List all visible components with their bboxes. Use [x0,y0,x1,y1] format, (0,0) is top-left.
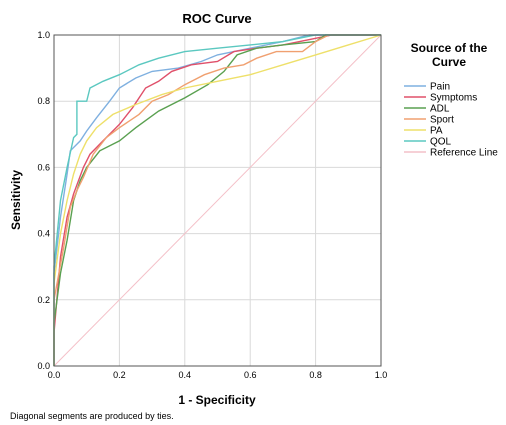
y-tick-label: 0.8 [37,96,50,106]
legend-label-pain: Pain [430,82,450,93]
x-axis-ticks: 0.0 0.2 0.4 0.6 0.8 1.0 [48,370,388,380]
x-tick-label: 0.8 [309,370,322,380]
x-tick-label: 0.4 [179,370,192,380]
x-tick-label: 0.6 [244,370,257,380]
legend-label-reference-line: Reference Line [430,148,498,159]
series-layer [53,34,382,367]
x-tick-label: 0.2 [113,370,126,380]
y-tick-label: 0.0 [37,361,50,371]
series-line-sport [53,34,381,366]
legend-label-symptoms: Symptoms [430,93,477,104]
legend-label-pa: PA [430,126,443,137]
series-line-pa [53,34,382,366]
legend-label-sport: Sport [430,115,454,126]
legend-title-line2: Curve [432,55,466,69]
series-line-adl [53,34,381,366]
footnote: Diagonal segments are produced by ties. [10,411,174,421]
y-tick-label: 0.4 [37,229,50,239]
y-tick-label: 0.2 [37,295,50,305]
x-tick-label: 1.0 [375,370,388,380]
legend: Source of the Curve PainSymptomsADLSport… [404,41,498,159]
legend-title-line1: Source of the [411,41,488,55]
series-line-reference-line [53,34,382,367]
y-axis-label: Sensitivity [9,170,23,230]
plot-frame [53,34,382,367]
y-axis-ticks: 0.0 0.2 0.4 0.6 0.8 1.0 [37,30,50,371]
series-line-pain [53,34,381,366]
series-line-qol [53,34,381,366]
x-tick-label: 0.0 [48,370,61,380]
y-tick-label: 0.6 [37,162,50,172]
chart-title: ROC Curve [182,11,251,26]
legend-label-qol: QOL [430,137,452,148]
y-tick-label: 1.0 [37,30,50,40]
legend-label-adl: ADL [430,104,450,115]
x-axis-label: 1 - Specificity [178,393,256,407]
